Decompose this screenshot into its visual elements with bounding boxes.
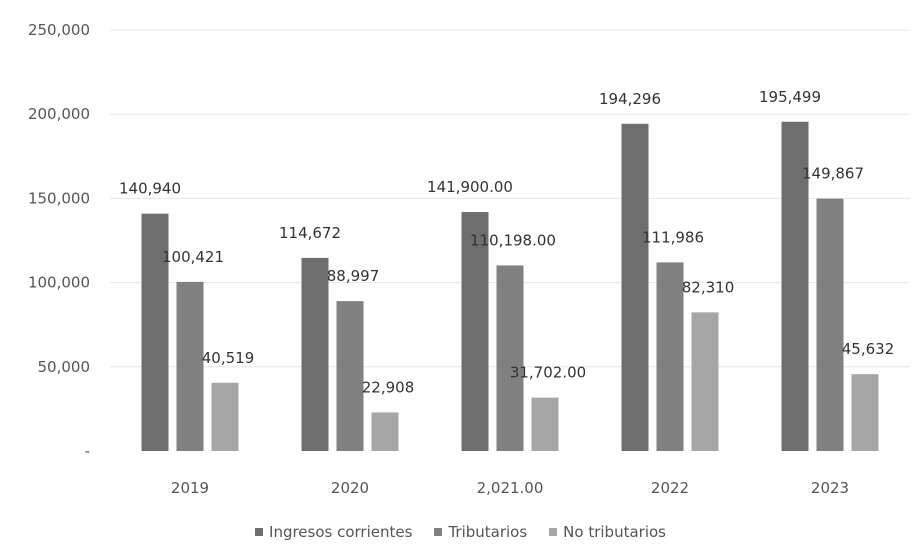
bar-no-tributarios — [211, 382, 239, 451]
x-tick-label: 2,021.00 — [477, 479, 544, 497]
bars — [141, 121, 879, 451]
bar-no-tributarios — [371, 412, 399, 451]
x-tick-label: 2020 — [331, 479, 369, 497]
data-label: 88,997 — [327, 267, 380, 285]
data-label: 194,296 — [599, 90, 661, 108]
data-label: 111,986 — [642, 228, 704, 246]
bar-ingresos-corrientes — [621, 123, 649, 451]
data-label: 141,900.00 — [427, 178, 513, 196]
bar-tributarios — [336, 301, 364, 451]
x-tick-label: 2023 — [811, 479, 849, 497]
legend-swatch — [549, 528, 558, 536]
bar-tributarios — [816, 198, 844, 451]
data-label: 45,632 — [842, 340, 895, 358]
data-label: 31,702.00 — [510, 364, 586, 382]
data-label: 110,198.00 — [470, 231, 556, 249]
legend-item: No tributarios — [549, 523, 666, 541]
legend-label: Tributarios — [448, 523, 528, 541]
bar-chart: - 50,000 100,000 150,000 200,000 250,000 140,… — [28, 21, 910, 497]
data-label: 22,908 — [362, 378, 415, 396]
y-tick-label: 150,000 — [28, 189, 90, 207]
x-tick-label: 2022 — [651, 479, 689, 497]
legend-swatch — [255, 528, 264, 536]
bar-ingresos-corrientes — [781, 121, 809, 451]
y-tick-label: 50,000 — [38, 358, 91, 376]
x-tick-label: 2019 — [171, 479, 209, 497]
bar-ingresos-corrientes — [141, 213, 169, 451]
legend-item: Ingresos corrientes — [255, 523, 412, 541]
bar-ingresos-corrientes — [461, 212, 489, 451]
data-label: 140,940 — [119, 180, 181, 198]
data-label: 40,519 — [202, 349, 255, 367]
y-tick-label: - — [85, 442, 90, 460]
data-label: 114,672 — [279, 224, 341, 242]
gridlines — [110, 29, 910, 368]
data-label: 82,310 — [682, 278, 735, 296]
data-label: 195,499 — [759, 88, 821, 106]
y-tick-label: 100,000 — [28, 274, 90, 292]
data-label: 149,867 — [802, 165, 864, 183]
legend: Ingresos corrientes Tributarios No tributa… — [0, 522, 921, 541]
y-tick-label: 200,000 — [28, 105, 90, 123]
bar-no-tributarios — [691, 312, 719, 451]
bar-no-tributarios — [531, 397, 559, 451]
data-labels: 140,940 100,421 40,519 114,672 88,997 22,908 1… — [119, 88, 894, 397]
legend-label: No tributarios — [563, 523, 666, 541]
bar-tributarios — [656, 262, 684, 451]
data-label: 100,421 — [162, 248, 224, 266]
y-tick-label: 250,000 — [28, 21, 90, 39]
bar-tributarios — [176, 281, 204, 451]
legend-label: Ingresos corrientes — [269, 523, 413, 541]
legend-swatch — [434, 528, 443, 536]
y-axis-tick-labels: - 50,000 100,000 150,000 200,000 250,000 — [28, 21, 90, 460]
legend-item: Tributarios — [434, 523, 527, 541]
bar-tributarios — [496, 265, 524, 451]
bar-ingresos-corrientes — [301, 257, 329, 451]
bar-no-tributarios — [851, 374, 879, 451]
x-axis-tick-labels: 2019 2020 2,021.00 2022 2023 — [171, 479, 849, 497]
